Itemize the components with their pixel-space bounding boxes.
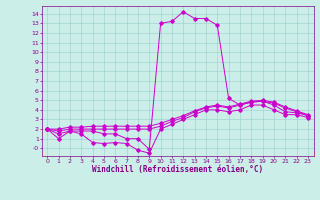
X-axis label: Windchill (Refroidissement éolien,°C): Windchill (Refroidissement éolien,°C): [92, 165, 263, 174]
